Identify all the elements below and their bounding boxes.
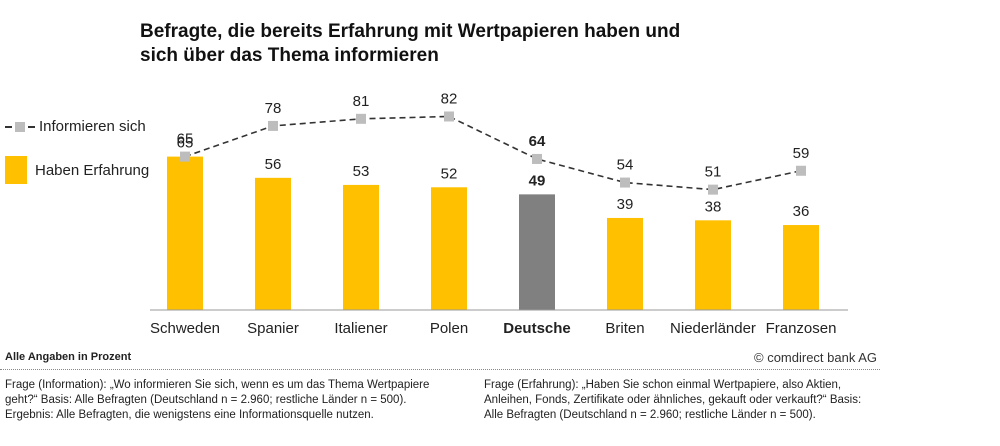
bar	[695, 220, 731, 310]
bar-value-label: 52	[441, 165, 458, 182]
x-tick-label: Polen	[430, 320, 468, 337]
line-value-label: 64	[529, 133, 546, 150]
line-marker	[180, 151, 190, 162]
footnote-line: Anleihen, Fonds, Zertifikate oder ähnlic…	[484, 394, 862, 406]
bar	[607, 217, 643, 310]
bar-value-label: 36	[793, 203, 810, 220]
unit-note: Alle Angaben in Prozent	[5, 351, 132, 363]
footnote-line: Frage (Erfahrung): „Haben Sie schon einm…	[484, 379, 842, 391]
line-value-label: 59	[793, 145, 810, 162]
legend-label: Informieren sich	[39, 118, 146, 135]
bar	[343, 184, 379, 310]
line-value-label: 81	[353, 93, 370, 110]
footnote-experience: Frage (Erfahrung): „Haben Sie schon einm…	[484, 378, 884, 423]
footnote-line: Frage (Information): „Wo informieren Sie…	[5, 379, 430, 391]
legend-bar-swatch	[5, 156, 27, 184]
x-tick-label: Niederländer	[670, 320, 756, 337]
chart-title-line: sich über das Thema informieren	[140, 45, 439, 66]
line-marker	[268, 120, 278, 131]
bar-value-label: 65	[177, 135, 194, 152]
line-value-label: 82	[441, 90, 458, 107]
line-marker	[532, 153, 542, 164]
footnote-information: Frage (Information): „Wo informieren Sie…	[5, 378, 465, 423]
line-value-label: 54	[617, 157, 634, 174]
footnote-line: Ergebnis: Alle Befragten, die wenigstens…	[5, 409, 374, 421]
x-tick-label: Franzosen	[766, 320, 837, 337]
line-marker	[620, 177, 630, 188]
bar	[167, 156, 203, 310]
bar	[431, 187, 467, 310]
line-marker	[356, 113, 366, 124]
chart-title-line: Befragte, die bereits Erfahrung mit Wert…	[140, 21, 681, 42]
bar	[783, 225, 819, 310]
line-value-label: 51	[705, 164, 722, 181]
footer-divider	[0, 369, 880, 370]
line-marker	[444, 111, 454, 122]
line-marker	[796, 165, 806, 176]
x-tick-label: Italiener	[334, 320, 387, 337]
bar-value-label: 56	[265, 156, 282, 173]
bar-value-label: 53	[353, 163, 370, 180]
line-marker	[708, 184, 718, 195]
bar-value-label: 49	[529, 172, 546, 189]
chart-title: Befragte, die bereits Erfahrung mit Wert…	[140, 20, 700, 68]
bar	[519, 194, 555, 310]
x-tick-label: Deutsche	[503, 320, 571, 337]
x-tick-label: Spanier	[247, 320, 299, 337]
series-line-informieren	[184, 115, 802, 191]
legend-label: Haben Erfahrung	[35, 161, 150, 179]
footnote-line: geht?“ Basis: Alle Befragten (Deutschlan…	[5, 394, 407, 406]
bar	[255, 177, 291, 310]
legend-item-informieren: Informieren sich	[5, 118, 146, 135]
bar-value-label: 39	[617, 196, 634, 213]
line-value-label: 78	[265, 100, 282, 117]
x-tick-label: Schweden	[150, 320, 220, 337]
x-tick-label: Briten	[605, 320, 644, 337]
legend-line-swatch	[5, 120, 35, 134]
copyright-notice: © comdirect bank AG	[754, 350, 878, 365]
footnote-line: Alle Befragten (Deutschland n = 2.960; r…	[484, 409, 816, 421]
bar-value-label: 38	[705, 198, 722, 215]
line-value-label: 65	[177, 131, 194, 148]
legend-item-erfahrung: Haben Erfahrung	[5, 156, 149, 184]
